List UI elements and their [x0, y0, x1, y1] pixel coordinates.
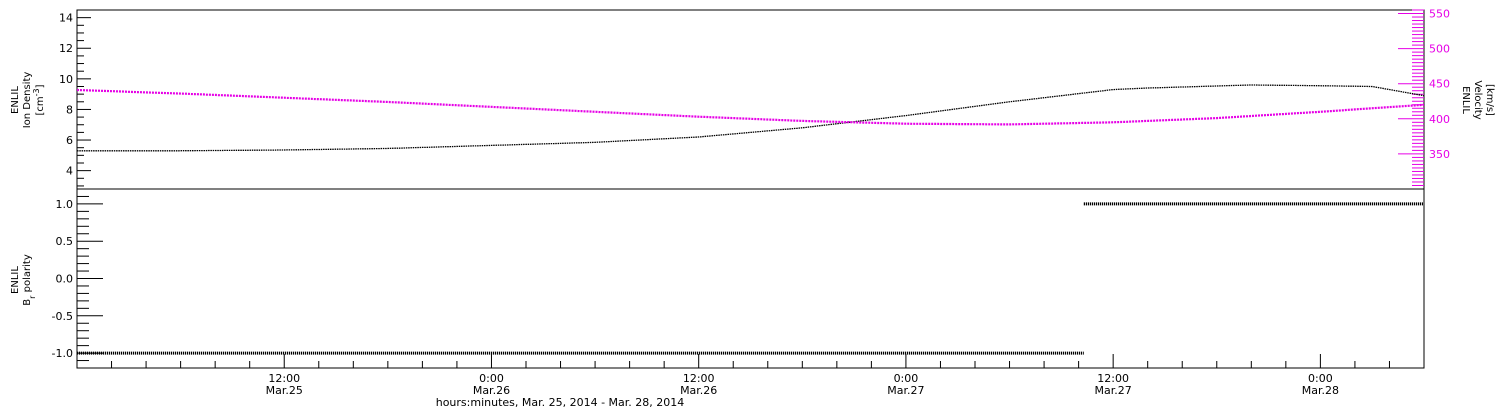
velocity-axis-title-line2: Velocity	[1472, 80, 1483, 119]
velocity-tick-label: 450	[1429, 78, 1450, 91]
density-tick-label: 12	[59, 42, 73, 55]
velocity-tick-label: 350	[1429, 148, 1450, 161]
polarity-axis-title-line2: Br polarity	[22, 254, 37, 306]
time-tick-label: 12:00	[268, 372, 300, 385]
polarity-series-group	[77, 202, 1424, 355]
polarity-label-sub: r	[28, 295, 37, 299]
polarity-tick-label: -0.5	[52, 310, 73, 323]
polarity-tick-label: 1.0	[56, 198, 74, 211]
time-tick-date: Mar.26	[473, 384, 510, 397]
polarity-tick-label: -1.0	[52, 347, 73, 360]
time-tick-date: Mar.27	[1095, 384, 1132, 397]
density-axis-title-line2: Ion Density	[22, 72, 33, 129]
time-tick-date: Mar.27	[887, 384, 924, 397]
polarity-tick-label: 0.5	[56, 235, 74, 248]
density-units-end: ]	[35, 84, 46, 88]
polarity-tick-label: 0.0	[56, 273, 74, 286]
velocity-tick-label: 400	[1429, 113, 1450, 126]
polarity-axis-title-line1: ENLIL	[10, 266, 21, 294]
density-series-line	[77, 84, 1425, 152]
velocity-series-line	[76, 88, 1425, 126]
velocity-axis-title-line1: ENLIL	[1460, 86, 1471, 114]
density-tick-label: 4	[66, 165, 73, 178]
time-tick-label: 12:00	[1097, 372, 1129, 385]
top-series-group	[76, 84, 1425, 152]
density-tick-label: 10	[59, 73, 73, 86]
time-tick-label: 12:00	[683, 372, 715, 385]
velocity-axis-ticks: 350 400 450 500 550	[1398, 8, 1450, 186]
time-tick-label: 0:00	[479, 372, 504, 385]
density-units-sup: -3	[32, 88, 41, 96]
time-tick-label: 0:00	[1308, 372, 1333, 385]
bottom-plot-frame	[76, 188, 1425, 369]
polarity-axis-ticks: -1.0 -0.5 0.0 0.5 1.0	[52, 195, 103, 362]
density-axis-units: [cm-3]	[32, 84, 47, 115]
density-velocity-panel: 4 6 8 10 12 14 350 400 450 500 550 ENLIL Ion Dens…	[10, 8, 1495, 190]
density-tick-label: 14	[59, 12, 73, 25]
time-tick-label: 0:00	[894, 372, 919, 385]
density-tick-label: 6	[66, 134, 73, 147]
top-plot-frame	[76, 9, 1425, 190]
velocity-tick-label: 550	[1429, 8, 1450, 21]
density-units-base: [cm	[35, 96, 46, 115]
polarity-panel: -1.0-0.50.00.51.0 12:00Mar.250:00Mar.261…	[10, 188, 1425, 409]
time-tick-date: Mar.28	[1302, 384, 1339, 397]
density-tick-label: 8	[66, 103, 73, 116]
time-axis-ticks: 12:00Mar.250:00Mar.2612:00Mar.260:00Mar.…	[76, 354, 1425, 397]
velocity-tick-label: 500	[1429, 43, 1450, 56]
time-tick-date: Mar.26	[680, 384, 717, 397]
density-axis-title-line1: ENLIL	[10, 86, 21, 114]
velocity-axis-units: [km/s]	[1484, 84, 1495, 116]
density-axis-ticks: 4 6 8 10 12 14	[59, 9, 91, 187]
polarity-label-end: polarity	[22, 254, 33, 295]
polarity-label-base: B	[22, 299, 33, 306]
time-axis-title: hours:minutes, Mar. 25, 2014 - Mar. 28, …	[436, 396, 685, 409]
time-tick-date: Mar.25	[266, 384, 303, 397]
